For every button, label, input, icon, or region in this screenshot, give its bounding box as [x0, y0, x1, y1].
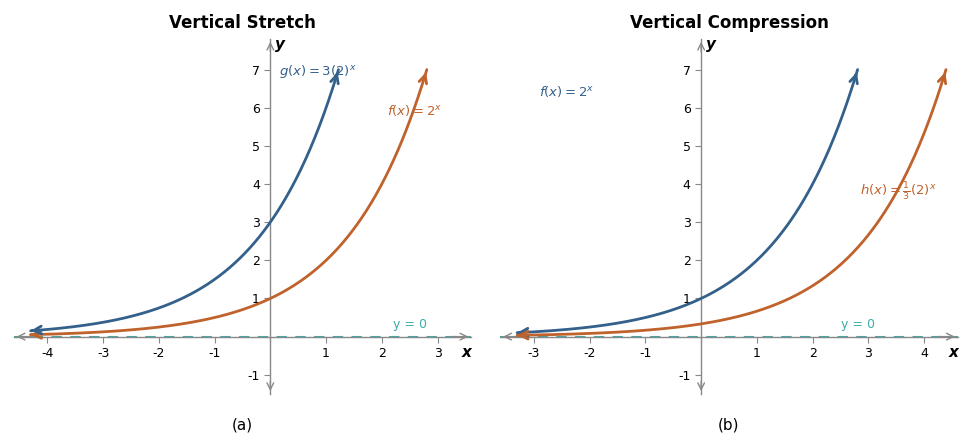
Text: x: x: [461, 345, 472, 360]
Text: $h(x) = \frac{1}{3}(2)^x$: $h(x) = \frac{1}{3}(2)^x$: [860, 181, 937, 203]
Text: $f(x) = 2^x$: $f(x) = 2^x$: [539, 84, 595, 99]
Text: y = 0: y = 0: [840, 318, 875, 331]
Text: x: x: [948, 345, 958, 360]
Text: (a): (a): [232, 417, 254, 433]
Text: $f(x) = 2^x$: $f(x) = 2^x$: [387, 103, 443, 118]
Text: y: y: [275, 37, 286, 52]
Text: y: y: [706, 37, 717, 52]
Title: Vertical Compression: Vertical Compression: [630, 14, 829, 32]
Text: $g(x) = 3(2)^x$: $g(x) = 3(2)^x$: [279, 63, 357, 80]
Text: (b): (b): [719, 417, 740, 433]
Title: Vertical Stretch: Vertical Stretch: [169, 14, 316, 32]
Text: y = 0: y = 0: [393, 318, 427, 331]
